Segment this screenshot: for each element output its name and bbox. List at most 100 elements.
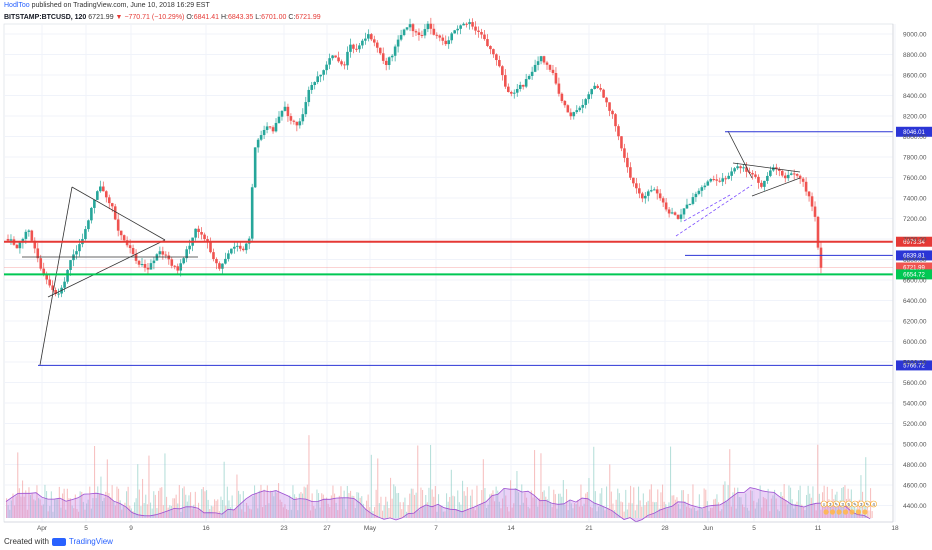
volume-bar [263, 489, 265, 518]
candle-body [387, 57, 391, 65]
volume-bar [25, 490, 27, 518]
dashed-trend-line-2 [683, 194, 731, 222]
volume-bar [254, 485, 256, 518]
volume-bar [609, 464, 611, 518]
author-link[interactable]: HodlToo [4, 2, 30, 9]
candle-body [54, 289, 57, 294]
volume-bar [580, 484, 582, 518]
volume-bar [543, 490, 545, 518]
volume-bar [470, 495, 472, 518]
tradingview-link[interactable]: TradingView [68, 537, 113, 546]
volume-bar [703, 488, 705, 518]
volume-bar [346, 485, 348, 518]
symbol-label[interactable]: BITSTAMP:BTCUSD, 120 [4, 14, 87, 21]
candle-body [700, 187, 704, 191]
volume-bar [476, 485, 478, 518]
volume-bar [230, 507, 232, 518]
volume-bar [465, 495, 467, 518]
volume-bar [305, 487, 307, 518]
tradingview-logo-icon [51, 537, 66, 546]
candle-body [801, 178, 805, 182]
volume-bar [255, 493, 257, 518]
volume-bar [434, 486, 436, 518]
time-axis[interactable]: Apr 5 9 16 23 27 May 7 14 21 28 Jun 5 11 18 [4, 521, 899, 532]
volume-bar [415, 492, 417, 518]
volume-bar [234, 509, 236, 518]
candle-body [795, 174, 799, 176]
volume-bar [145, 494, 147, 518]
volume-bar [124, 502, 126, 518]
volume-bar [439, 505, 441, 518]
candle-body [215, 259, 218, 264]
candle-body [42, 268, 46, 275]
candle-body [456, 28, 459, 31]
price-tick-label: 5000.00 [903, 441, 927, 448]
price-tick-label: 6600.00 [903, 277, 927, 284]
volume-bar [606, 486, 608, 518]
volume-bar [646, 502, 648, 518]
candle-body [355, 48, 358, 50]
volume-bar [54, 499, 56, 518]
candle-body [453, 30, 456, 34]
volume-bar [732, 492, 734, 518]
volume-bar [617, 488, 619, 518]
volume-bar [204, 491, 206, 518]
volume-bar [250, 509, 252, 518]
candle-body [307, 89, 311, 103]
price-axis[interactable]: 9000.00 8800.00 8600.00 8400.00 8200.00 8000.… [892, 24, 927, 522]
candle-body [646, 191, 650, 196]
volume-bar [319, 507, 321, 518]
volume-bar [775, 498, 777, 518]
candle-body [474, 26, 477, 31]
candle-body [810, 196, 814, 207]
volume-bar [486, 507, 488, 518]
candle-body [527, 75, 531, 80]
event-badge-label: ✎ [853, 502, 857, 507]
candle-body [84, 229, 87, 240]
volume-bar [94, 446, 96, 518]
price-tick-label: 6000.00 [903, 339, 927, 346]
volume-bar [334, 493, 336, 518]
volume-bar [484, 488, 486, 518]
volume-bar [22, 480, 24, 518]
volume-bar [668, 502, 670, 518]
volume-bar [39, 499, 41, 518]
volume-bar [729, 449, 731, 518]
volume-bar [657, 489, 659, 518]
volume-bar [615, 499, 617, 518]
volume-bar [750, 490, 752, 518]
volume-bar [412, 488, 414, 518]
volume-bar [674, 499, 676, 518]
volume-bar [354, 508, 356, 518]
candle-body [745, 167, 748, 172]
volume-bar [249, 508, 251, 518]
candle-body [316, 76, 320, 83]
volume-bar [342, 497, 344, 518]
candle-body [402, 29, 406, 36]
volume-bar [463, 491, 465, 518]
volume-bar [90, 508, 92, 518]
candle-body [786, 174, 790, 179]
volume-bar [102, 501, 104, 518]
event-badge-label: ≡ [823, 502, 826, 507]
volume-bar [695, 510, 697, 518]
candle-body [614, 114, 617, 127]
volume-bar [537, 506, 539, 518]
candle-body [629, 167, 632, 178]
volume-bar [791, 499, 793, 518]
volume-bar [172, 498, 174, 518]
volume-bar [687, 493, 689, 518]
volume-bar [497, 490, 499, 518]
high-label: H: [220, 14, 228, 21]
candle-body [137, 260, 141, 265]
candle-body [775, 167, 778, 170]
volume-bar [135, 498, 137, 518]
volume-bar [647, 500, 649, 518]
candle-body [143, 264, 147, 268]
volume-bar [545, 496, 547, 518]
candle-body [420, 34, 424, 36]
volume-bar [167, 507, 169, 518]
candle-body [545, 62, 549, 65]
volume-ma-line [5, 487, 871, 523]
